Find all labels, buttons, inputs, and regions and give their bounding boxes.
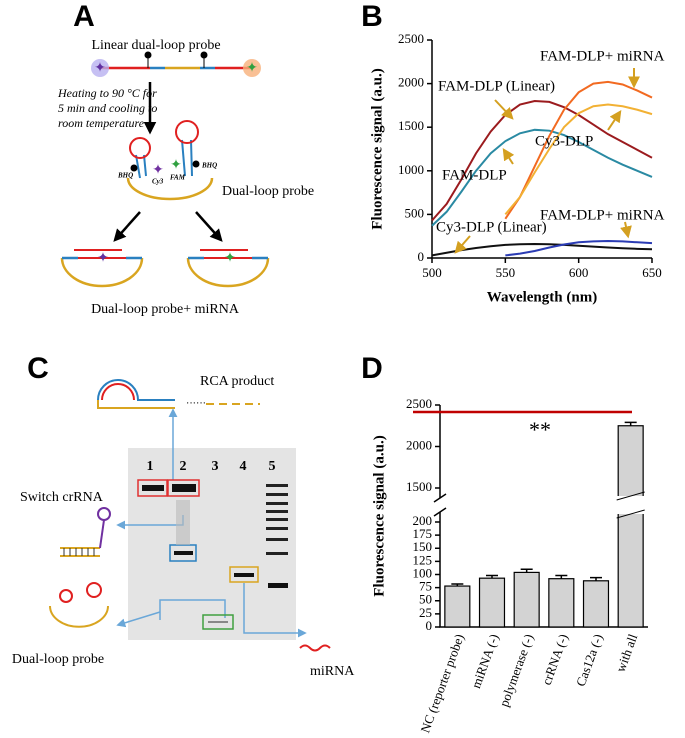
panel-label: D (361, 352, 383, 385)
label-arrow (620, 221, 632, 239)
y-tick-label: 25 (419, 605, 432, 620)
x-tick-label: with all (613, 632, 641, 674)
y-tick-label: 0 (418, 249, 425, 264)
error-bar (555, 574, 568, 579)
significance-label: ** (529, 417, 551, 442)
probe-label: Dual-loop probe (12, 652, 104, 667)
quencher-label: BHQ (201, 162, 217, 170)
step-text: 5 min and cooling to (58, 101, 157, 115)
series-line (431, 243, 653, 257)
x-axis-label: Wavelength (nm) (487, 289, 597, 305)
bar (582, 580, 610, 628)
bar (513, 571, 540, 628)
series-label: FAM-DLP+ miRNA (540, 207, 665, 223)
y-tick-label: 50 (419, 592, 432, 607)
y-tick-label: 2500 (406, 396, 432, 411)
product-label: RCA product (200, 374, 274, 389)
series-line (431, 128, 653, 227)
panel-label: B (361, 0, 383, 33)
error-bar (520, 568, 533, 573)
y-tick-label: 1000 (398, 162, 424, 177)
svg-text:✦: ✦ (224, 251, 236, 266)
x-tick-label: polymerase (-) (496, 632, 536, 709)
y-tick-label: 175 (413, 526, 433, 541)
x-tick-label: crRNA (-) (539, 632, 571, 687)
x-tick-label: 600 (569, 265, 589, 280)
bar (548, 578, 575, 628)
y-tick-label: 100 (413, 565, 433, 580)
y-tick-label: 2000 (398, 75, 424, 90)
label-arrow (494, 99, 514, 120)
bar (478, 577, 506, 628)
quencher-label: BHQ (117, 172, 133, 180)
y-axis-label: Fluorescence signal (a.u.) (371, 435, 387, 596)
series-line (505, 239, 653, 257)
x-tick-label: Cas12a (-) (573, 632, 606, 688)
bar-break-line (616, 491, 645, 519)
series-line (431, 100, 653, 222)
lane-label: 5 (269, 459, 276, 474)
panel-label: A (73, 0, 95, 33)
y-tick-label: 200 (413, 513, 433, 528)
y-tick-label: 0 (426, 618, 433, 633)
label-arrow (502, 147, 515, 165)
step-text: Heating to 90 °C for (57, 86, 157, 100)
crrna-label: Switch crRNA (20, 490, 104, 505)
series-line (504, 80, 653, 220)
y-tick-label: 150 (413, 539, 433, 554)
lane-label: 3 (212, 459, 219, 474)
x-tick-label: NC (reporter probe) (417, 632, 467, 735)
x-tick-label: 550 (496, 265, 516, 280)
mirna-label: miRNA (310, 664, 355, 679)
panel-c: C ······ RCA product Switch crRNA Dual-l… (12, 352, 355, 679)
axis-break (433, 493, 447, 517)
bar-break (616, 496, 645, 514)
x-tick-label: 500 (422, 265, 442, 280)
bar (617, 425, 644, 628)
bar (444, 585, 471, 628)
y-tick-label: 500 (405, 205, 425, 220)
svg-text:······: ······ (186, 398, 206, 409)
step-text: room temperature (58, 116, 145, 130)
error-bar (624, 421, 637, 426)
panel-label: C (27, 352, 49, 385)
series-label: Cy3-DLP (535, 133, 593, 149)
y-tick-label: 1500 (398, 118, 424, 133)
x-tick-label: 650 (642, 265, 662, 280)
y-tick-label: 1500 (406, 479, 432, 494)
series-label: FAM-DLP+ miRNA (540, 48, 665, 64)
panel-a: A Linear dual-loop probe ✦ ✦ Heating to … (57, 0, 314, 317)
series-line (504, 103, 653, 216)
series-label: FAM-DLP (Linear) (438, 78, 555, 94)
result-label: Dual-loop probe+ miRNA (91, 302, 240, 317)
svg-text:✦: ✦ (170, 158, 182, 173)
y-tick-label: 2500 (398, 31, 424, 46)
svg-text:✦: ✦ (246, 61, 258, 76)
error-bar (451, 583, 464, 587)
dye-label: Cy3 (152, 178, 164, 186)
svg-text:✦: ✦ (94, 61, 106, 76)
svg-text:✦: ✦ (152, 163, 164, 178)
series-label: Cy3-DLP (Linear) (436, 219, 547, 235)
probe-label: Dual-loop probe (222, 184, 314, 199)
dye-label: FAM (170, 174, 186, 182)
lane-label: 2 (180, 459, 187, 474)
x-tick-label: miRNA (-) (468, 632, 501, 690)
probe-title: Linear dual-loop probe (91, 38, 220, 53)
y-axis-label: Fluorescence signal (a.u.) (369, 68, 385, 229)
error-bar (590, 576, 602, 581)
svg-text:✦: ✦ (97, 251, 109, 266)
label-arrow (454, 235, 471, 254)
y-tick-label: 75 (419, 579, 432, 594)
lane-label: 4 (240, 459, 247, 474)
y-tick-label: 125 (413, 552, 433, 567)
error-bar (486, 574, 498, 579)
label-arrow (607, 110, 622, 131)
series-label: FAM-DLP (442, 167, 507, 183)
y-tick-label: 2000 (406, 437, 432, 452)
lane-label: 1 (147, 459, 154, 474)
